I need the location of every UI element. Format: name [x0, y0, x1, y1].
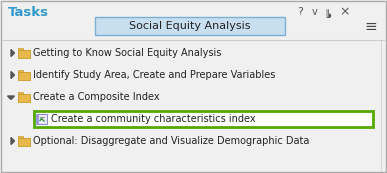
Text: ¶: ¶: [325, 7, 332, 17]
Text: Create a community characteristics index: Create a community characteristics index: [51, 114, 256, 124]
Polygon shape: [11, 49, 14, 57]
FancyBboxPatch shape: [18, 92, 23, 94]
FancyBboxPatch shape: [36, 114, 47, 124]
Text: ?: ?: [297, 7, 303, 17]
Polygon shape: [7, 96, 14, 99]
Text: Optional: Disaggregate and Visualize Demographic Data: Optional: Disaggregate and Visualize Dem…: [33, 136, 309, 146]
Text: Create a Composite Index: Create a Composite Index: [33, 92, 159, 102]
Polygon shape: [11, 138, 14, 144]
FancyBboxPatch shape: [36, 114, 39, 124]
FancyBboxPatch shape: [18, 71, 30, 80]
FancyBboxPatch shape: [34, 111, 373, 127]
FancyBboxPatch shape: [18, 138, 30, 145]
FancyBboxPatch shape: [18, 70, 23, 72]
Text: Getting to Know Social Equity Analysis: Getting to Know Social Equity Analysis: [33, 48, 221, 58]
Text: Identify Study Area, Create and Prepare Variables: Identify Study Area, Create and Prepare …: [33, 70, 276, 80]
FancyBboxPatch shape: [95, 17, 285, 35]
FancyBboxPatch shape: [18, 93, 30, 102]
Text: Social Equity Analysis: Social Equity Analysis: [129, 21, 251, 31]
Text: ≡: ≡: [364, 19, 377, 34]
FancyBboxPatch shape: [18, 49, 30, 57]
Text: Tasks: Tasks: [8, 6, 49, 19]
Text: v: v: [312, 7, 318, 17]
FancyBboxPatch shape: [18, 48, 23, 50]
Polygon shape: [11, 71, 14, 79]
FancyBboxPatch shape: [18, 135, 23, 138]
Text: ×: ×: [339, 6, 349, 19]
